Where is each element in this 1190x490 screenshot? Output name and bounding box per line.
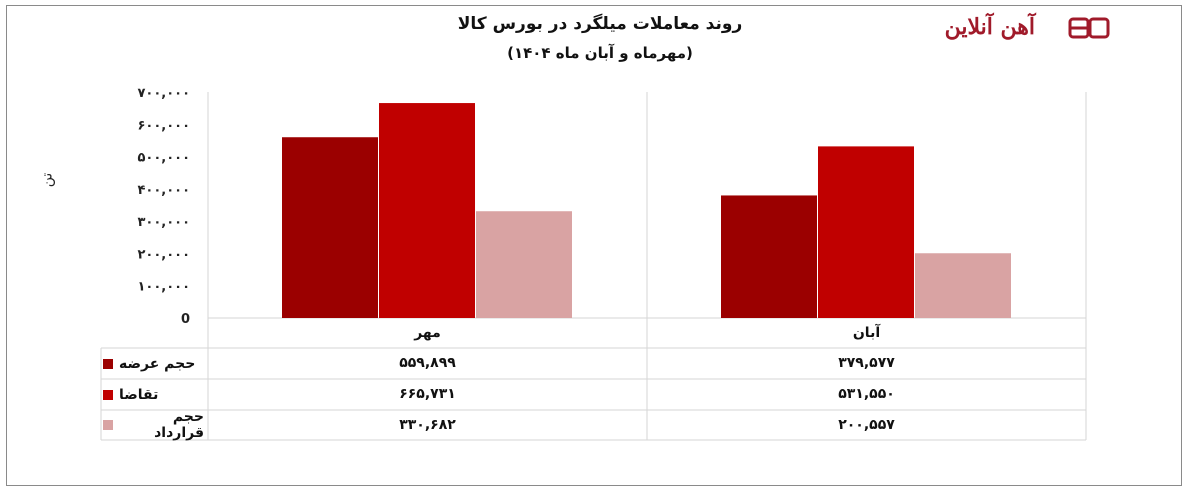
chart-title: روند معاملات میلگرد در بورس کالا bbox=[457, 14, 743, 34]
bar-2-2 bbox=[818, 146, 914, 318]
legend-label: تقاضا bbox=[119, 386, 159, 403]
chart-frame bbox=[6, 5, 1182, 486]
y-tick-label: ۴۰۰,۰۰۰ bbox=[137, 183, 190, 198]
y-tick-label: 0 bbox=[181, 312, 190, 327]
legend-item: حجم قرارداد bbox=[103, 409, 204, 441]
logo-icon bbox=[1068, 17, 1110, 39]
chart-subtitle: (مهرماه و آبان ماه ۱۴۰۴) bbox=[507, 44, 693, 62]
table-cell: ۶۶۵,۷۳۱ bbox=[399, 386, 456, 402]
y-tick-label: ۵۰۰,۰۰۰ bbox=[137, 151, 190, 166]
legend-item: تقاضا bbox=[103, 379, 204, 410]
table-cell: ۳۳۰,۶۸۲ bbox=[399, 417, 456, 433]
legend-item: حجم عرضه bbox=[103, 348, 204, 379]
legend-swatch bbox=[103, 358, 113, 369]
y-tick-label: ۱۰۰,۰۰۰ bbox=[137, 280, 190, 295]
bar-3-2 bbox=[915, 253, 1011, 318]
brand-logo: آهن آنلاین bbox=[918, 14, 1113, 44]
legend-swatch bbox=[103, 389, 113, 400]
y-tick-label: ۳۰۰,۰۰۰ bbox=[137, 215, 190, 230]
table-cell: ۲۰۰,۵۵۷ bbox=[838, 417, 895, 433]
y-tick-label: ۷۰۰,۰۰۰ bbox=[137, 86, 190, 101]
y-tick-label: ۶۰۰,۰۰۰ bbox=[137, 118, 190, 133]
legend-label: حجم قرارداد bbox=[154, 409, 204, 441]
category-label: مهر bbox=[413, 325, 441, 341]
bar-1-2 bbox=[721, 195, 817, 318]
y-tick-label: ۲۰۰,۰۰۰ bbox=[137, 247, 190, 262]
bar-3-1 bbox=[476, 211, 572, 318]
legend-label: حجم عرضه bbox=[119, 355, 196, 372]
category-label: آبان bbox=[853, 323, 881, 341]
table-cell: ۵۳۱,۵۵۰ bbox=[838, 386, 895, 402]
bar-2-1 bbox=[379, 103, 475, 318]
table-cell: ۳۷۹,۵۷۷ bbox=[838, 355, 895, 371]
legend-swatch bbox=[103, 420, 113, 430]
bar-1-1 bbox=[282, 137, 378, 318]
table-cell: ۵۵۹,۸۹۹ bbox=[399, 355, 456, 371]
logo-text: آهن آنلاین bbox=[944, 14, 1035, 40]
